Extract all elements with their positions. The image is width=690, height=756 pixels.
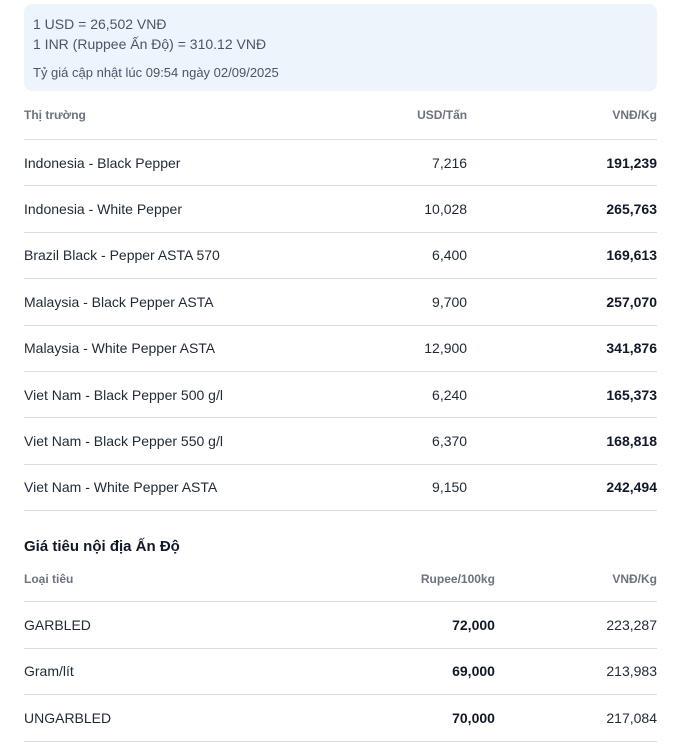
vnd-price: 265,763 <box>467 185 657 233</box>
table-row: Brazil Black - Pepper ASTA 570 6,400 169… <box>24 232 657 280</box>
table-row: Gram/lít 69,000 213,983 <box>24 648 657 696</box>
usd-rate: 1 USD = 26,502 VNĐ <box>33 16 167 32</box>
usd-price: 12,900 <box>391 325 468 372</box>
column-header-market: Thị trường <box>24 91 392 140</box>
market-name: Viet Nam - Black Pepper 550 g/l <box>24 417 392 465</box>
table-row: Indonesia - White Pepper 10,028 265,763 <box>24 185 657 233</box>
table-row: Malaysia - White Pepper ASTA 12,900 341,… <box>24 325 657 372</box>
rupee-price: 69,000 <box>340 648 495 696</box>
exchange-rate-box: 1 USD = 26,502 VNĐ 1 INR (Ruppee Ấn Độ) … <box>24 4 657 91</box>
vnd-price: 217,084 <box>494 694 657 742</box>
column-header-rupee-per-100kg: Rupee/100kg <box>340 557 495 603</box>
market-name: Malaysia - Black Pepper ASTA <box>24 278 392 326</box>
table-row: Malaysia - Black Pepper ASTA 9,700 257,0… <box>24 278 657 326</box>
pepper-type: Gram/lít <box>24 648 341 696</box>
column-header-vnd-per-kg: VNĐ/Kg <box>494 557 657 603</box>
vnd-price: 257,070 <box>467 278 657 326</box>
usd-price: 6,370 <box>391 417 468 465</box>
market-name: Indonesia - Black Pepper <box>24 139 392 187</box>
table-header-row: Loại tiêu Rupee/100kg VNĐ/Kg <box>24 557 657 603</box>
table-header-row: Thị trường USD/Tấn VNĐ/Kg <box>24 91 657 140</box>
usd-price: 6,240 <box>391 371 468 419</box>
usd-price: 6,400 <box>391 232 468 280</box>
market-name: Brazil Black - Pepper ASTA 570 <box>24 232 392 280</box>
vnd-price: 223,287 <box>494 601 657 649</box>
vnd-price: 242,494 <box>467 464 657 512</box>
pepper-type: GARBLED <box>24 601 341 649</box>
market-name: Malaysia - White Pepper ASTA <box>24 325 392 372</box>
usd-price: 10,028 <box>391 185 468 233</box>
table-row: GARBLED 72,000 223,287 <box>24 601 657 649</box>
vnd-price: 168,818 <box>467 417 657 465</box>
column-header-usd-per-ton: USD/Tấn <box>391 91 468 140</box>
table-row: Indonesia - Black Pepper 7,216 191,239 <box>24 139 657 187</box>
table-row: Viet Nam - Black Pepper 550 g/l 6,370 16… <box>24 417 657 465</box>
table-row: UNGARBLED 70,000 217,084 <box>24 694 657 742</box>
vnd-price: 213,983 <box>494 648 657 696</box>
market-name: Indonesia - White Pepper <box>24 185 392 233</box>
vnd-price: 191,239 <box>467 139 657 187</box>
usd-price: 9,150 <box>391 464 468 512</box>
market-name: Viet Nam - Black Pepper 500 g/l <box>24 371 392 419</box>
column-header-pepper-type: Loại tiêu <box>24 557 341 603</box>
vnd-price: 341,876 <box>467 325 657 372</box>
rupee-price: 72,000 <box>340 601 495 649</box>
table-row: Viet Nam - White Pepper ASTA 9,150 242,4… <box>24 464 657 512</box>
vnd-price: 165,373 <box>467 371 657 419</box>
usd-price: 7,216 <box>391 139 468 187</box>
rate-update-time: Tỷ giá cập nhật lúc 09:54 ngày 02/09/202… <box>33 65 279 80</box>
pepper-type: UNGARBLED <box>24 694 341 742</box>
market-name: Viet Nam - White Pepper ASTA <box>24 464 392 512</box>
inr-rate: 1 INR (Ruppee Ấn Độ) = 310.12 VNĐ <box>33 36 267 52</box>
page: 1 USD = 26,502 VNĐ 1 INR (Ruppee Ấn Độ) … <box>0 4 690 742</box>
column-header-vnd-per-kg: VNĐ/Kg <box>467 91 657 140</box>
india-pepper-price-table: Loại tiêu Rupee/100kg VNĐ/Kg GARBLED 72,… <box>24 557 657 742</box>
rupee-price: 70,000 <box>340 694 495 742</box>
world-pepper-price-table: Thị trường USD/Tấn VNĐ/Kg Indonesia - Bl… <box>24 91 657 512</box>
usd-price: 9,700 <box>391 278 468 326</box>
vnd-price: 169,613 <box>467 232 657 280</box>
table-row: Viet Nam - Black Pepper 500 g/l 6,240 16… <box>24 371 657 419</box>
india-section-title: Giá tiêu nội địa Ấn Độ <box>24 538 180 556</box>
